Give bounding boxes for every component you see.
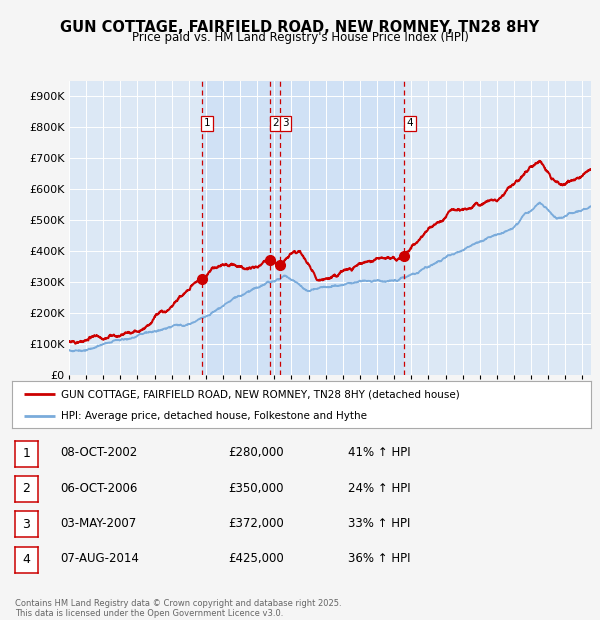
Text: £425,000: £425,000 <box>228 552 284 565</box>
Text: 41% ↑ HPI: 41% ↑ HPI <box>348 446 410 459</box>
Text: £372,000: £372,000 <box>228 517 284 530</box>
Text: 24% ↑ HPI: 24% ↑ HPI <box>348 482 410 495</box>
Text: GUN COTTAGE, FAIRFIELD ROAD, NEW ROMNEY, TN28 8HY (detached house): GUN COTTAGE, FAIRFIELD ROAD, NEW ROMNEY,… <box>61 389 460 399</box>
Text: 07-AUG-2014: 07-AUG-2014 <box>60 552 139 565</box>
Text: GUN COTTAGE, FAIRFIELD ROAD, NEW ROMNEY, TN28 8HY: GUN COTTAGE, FAIRFIELD ROAD, NEW ROMNEY,… <box>61 20 539 35</box>
Text: 08-OCT-2002: 08-OCT-2002 <box>60 446 137 459</box>
Bar <box>202 81 404 375</box>
Text: 1: 1 <box>204 118 211 128</box>
Text: 1: 1 <box>22 447 31 460</box>
Text: 3: 3 <box>282 118 289 128</box>
Text: 2: 2 <box>272 118 279 128</box>
Text: 2: 2 <box>22 482 31 495</box>
Text: Price paid vs. HM Land Registry's House Price Index (HPI): Price paid vs. HM Land Registry's House … <box>131 31 469 44</box>
Text: 4: 4 <box>22 553 31 566</box>
Text: Contains HM Land Registry data © Crown copyright and database right 2025.
This d: Contains HM Land Registry data © Crown c… <box>15 599 341 618</box>
Text: 03-MAY-2007: 03-MAY-2007 <box>60 517 136 530</box>
Text: 3: 3 <box>22 518 31 531</box>
Text: £350,000: £350,000 <box>228 482 284 495</box>
Text: 06-OCT-2006: 06-OCT-2006 <box>60 482 137 495</box>
Text: 36% ↑ HPI: 36% ↑ HPI <box>348 552 410 565</box>
Text: HPI: Average price, detached house, Folkestone and Hythe: HPI: Average price, detached house, Folk… <box>61 411 367 421</box>
Text: 4: 4 <box>407 118 413 128</box>
Text: 33% ↑ HPI: 33% ↑ HPI <box>348 517 410 530</box>
Text: £280,000: £280,000 <box>228 446 284 459</box>
